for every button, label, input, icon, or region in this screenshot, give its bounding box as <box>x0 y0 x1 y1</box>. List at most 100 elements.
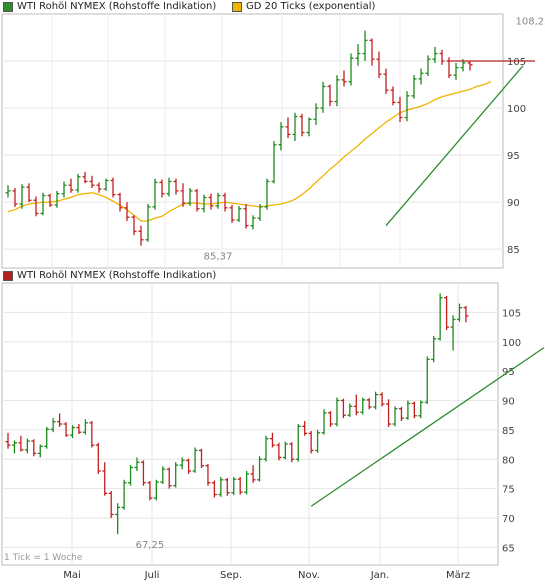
bottom-ohlc-bar <box>147 480 153 501</box>
bottom-y-tick: 100 <box>502 338 521 349</box>
top-ohlc-bar <box>19 184 25 209</box>
bottom-ohlc-bar <box>347 403 353 417</box>
bottom-ohlc-bar <box>250 465 256 483</box>
x-tick-label: Mai <box>63 570 81 581</box>
top-ohlc-bar <box>376 51 382 78</box>
bottom-y-tick: 75 <box>502 485 515 496</box>
bottom-ohlc-bar <box>205 463 211 486</box>
top-ohlc-bar <box>397 96 403 123</box>
bottom-ohlc-bar <box>257 456 263 482</box>
bottom-ohlc-bar <box>450 315 456 351</box>
bottom-ohlc-bar <box>444 295 450 330</box>
bottom-y-tick: 90 <box>502 397 515 408</box>
top-ohlc-bar <box>341 70 347 87</box>
bottom-ohlc-bar <box>160 466 166 484</box>
top-ohlc-bar <box>313 103 319 126</box>
bottom-ohlc-bar <box>269 432 275 448</box>
bottom-y-tick: 70 <box>502 514 515 525</box>
bottom-ohlc-bar <box>89 421 95 448</box>
top-ohlc-bar <box>40 192 46 216</box>
top-ohlc-bar <box>124 202 130 221</box>
top-legend-price: WTI Rohöl NYMEX (Rohstoffe Indikation) <box>3 1 216 12</box>
bottom-ohlc-bar <box>128 465 134 486</box>
top-ohlc-bar <box>138 225 144 246</box>
bottom-ohlc-bar <box>166 467 172 489</box>
top-ohlc-bar <box>306 117 312 137</box>
bottom-y-tick: 65 <box>502 543 515 554</box>
bottom-ohlc-bar <box>95 442 101 474</box>
top-ohlc-bar <box>432 46 438 63</box>
tick-footnote: 1 Tick = 1 Woche <box>4 553 83 563</box>
top-ohlc-bar <box>299 113 305 137</box>
top-ohlc-bar <box>173 178 179 195</box>
bottom-ohlc-bar <box>437 293 443 341</box>
bottom-ohlc-bar <box>398 406 404 422</box>
bottom-ohlc-bar <box>405 400 411 420</box>
bottom-ohlc-bar <box>18 435 24 452</box>
top-ohlc-bar <box>334 75 340 107</box>
top-ohlc-bar <box>89 175 95 189</box>
top-ohlc-bar <box>187 188 193 206</box>
x-tick-label: Nov. <box>298 570 320 581</box>
bottom-ohlc-bar <box>108 490 114 518</box>
bottom-ohlc-bar <box>392 406 398 427</box>
bottom-ohlc-bar <box>308 431 314 454</box>
bottom-ohlc-bar <box>386 399 392 427</box>
bottom-ohlc-bar <box>50 418 56 433</box>
top-ohlc-bar <box>467 61 473 71</box>
bottom-ohlc-bar <box>231 476 237 496</box>
bottom-ohlc-bar <box>302 421 308 436</box>
bottom-ohlc-bar <box>353 394 359 416</box>
top-ohlc-bar <box>194 188 200 212</box>
top-ohlc-bar <box>243 204 249 229</box>
top-ohlc-bar <box>404 91 410 122</box>
top-ohlc-bar <box>264 178 270 210</box>
bottom-ohlc-bar <box>153 479 159 501</box>
bottom-ohlc-bar <box>244 471 250 495</box>
top-plot-frame <box>1 13 504 269</box>
bottom-ohlc-bar <box>263 435 269 462</box>
top-ohlc-bar <box>215 192 221 209</box>
bottom-ohlc-bar <box>431 335 437 363</box>
bottom-ohlc-bar <box>76 424 82 434</box>
bottom-ohlc-bar <box>360 397 366 415</box>
bottom-ohlc-bar <box>31 439 37 457</box>
bottom-ohlc-bar <box>24 438 30 454</box>
top-annotation: 108,23 <box>516 17 545 28</box>
bottom-ohlc-bar <box>192 447 198 473</box>
top-ohlc-bar <box>75 173 81 193</box>
bottom-ohlc-bar <box>457 303 462 322</box>
bottom-ohlc-bar <box>276 442 282 461</box>
bottom-legend-price-swatch <box>3 270 13 281</box>
bottom-ohlc-bar <box>315 429 321 453</box>
top-ohlc-bar <box>222 192 228 212</box>
top-ohlc-bar <box>292 112 298 141</box>
top-y-tick: 95 <box>507 151 520 162</box>
top-ohlc-bar <box>82 172 88 184</box>
bottom-ohlc-bar <box>121 479 127 510</box>
bottom-ohlc-bar <box>70 425 75 439</box>
top-legend-price-label: WTI Rohöl NYMEX (Rohstoffe Indikation) <box>17 1 217 12</box>
bottom-ohlc-bar <box>340 398 346 419</box>
x-tick-label: Sep. <box>220 570 242 581</box>
top-ohlc-bar <box>208 193 214 210</box>
bottom-ohlc-bar <box>140 460 146 486</box>
top-ohlc-bar <box>201 194 207 213</box>
top-ohlc-bar <box>159 179 165 198</box>
top-ohlc-bar <box>369 38 375 66</box>
bottom-ohlc-bar <box>328 411 333 427</box>
top-ohlc-bar <box>390 86 396 106</box>
top-ohlc-bar <box>103 178 109 191</box>
x-tick-label: Juli <box>144 570 160 581</box>
top-ohlc-bar <box>411 75 417 99</box>
bottom-ohlc-bar <box>11 440 17 454</box>
bottom-legend-price-label: WTI Rohöl NYMEX (Rohstoffe Indikation) <box>17 270 217 281</box>
top-legend-ema-swatch <box>232 1 242 12</box>
bottom-ohlc-bar <box>211 480 217 498</box>
top-y-tick: 90 <box>507 198 520 209</box>
top-ohlc-bar <box>285 117 291 139</box>
top-legend-ema: GD 20 Ticks (exponential) <box>232 1 375 12</box>
bottom-ohlc-bar <box>5 432 11 449</box>
top-ohlc-bar <box>257 204 263 221</box>
